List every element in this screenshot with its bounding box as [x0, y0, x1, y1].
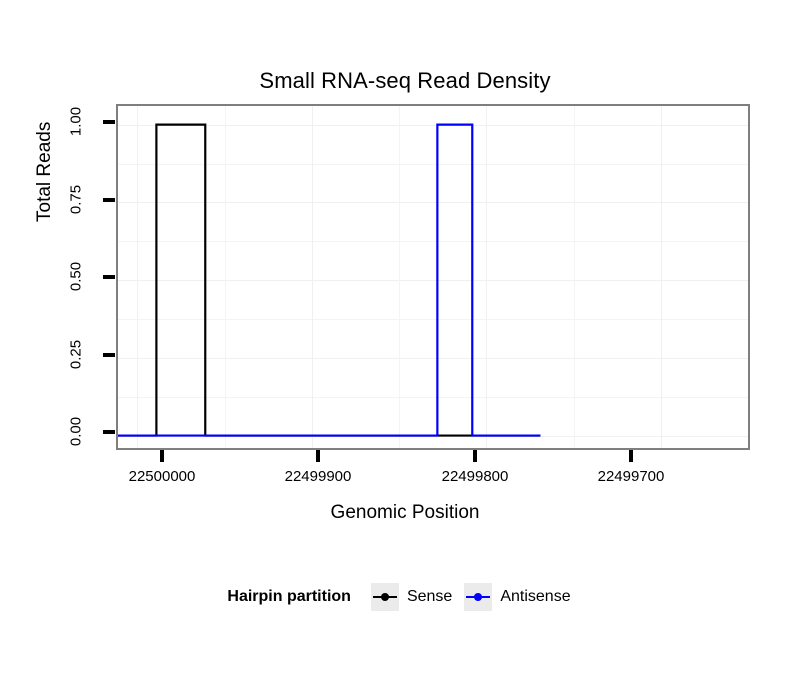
- gridline-vertical: [660, 106, 662, 448]
- gridline-horizontal-minor: [118, 241, 748, 243]
- plot-panel-inner: [118, 106, 748, 448]
- gridline-vertical: [137, 106, 139, 448]
- legend-title: Hairpin partition: [227, 588, 351, 605]
- chart-title: Small RNA-seq Read Density: [259, 68, 551, 93]
- x-tick-label: 22499900: [284, 468, 352, 485]
- x-tick-mark: [316, 450, 320, 462]
- gridline-horizontal: [118, 202, 748, 204]
- legend-label: Antisense: [500, 588, 571, 605]
- x-tick-mark: [629, 450, 633, 462]
- series-line-antisense: [118, 125, 540, 436]
- legend-key-dot: [474, 593, 483, 601]
- x-axis-title: Genomic Position: [330, 502, 480, 523]
- x-tick-label: 22500000: [128, 468, 196, 485]
- x-tick-label: 22499800: [441, 468, 509, 485]
- y-tick-mark: [103, 198, 115, 202]
- legend-entry-sense[interactable]: Sense: [370, 583, 453, 611]
- y-tick-mark: [103, 430, 115, 434]
- legend-entries: Sense Antisense: [370, 583, 583, 611]
- y-axis-title: Total Reads: [34, 121, 55, 222]
- y-tick-mark: [103, 353, 115, 357]
- gridline-vertical-minor: [399, 106, 400, 448]
- y-tick-label: 0.00: [67, 416, 85, 447]
- plot-panel: [116, 104, 750, 450]
- y-tick-label: 0.25: [67, 339, 85, 370]
- gridline-horizontal-minor: [118, 319, 748, 320]
- gridline-vertical: [486, 106, 488, 448]
- gridline-horizontal-minor: [118, 396, 748, 398]
- x-tick-mark: [473, 450, 477, 462]
- gridline-horizontal-minor: [118, 163, 748, 165]
- y-tick-label: 1.00: [67, 106, 85, 137]
- gridline-horizontal: [118, 124, 748, 126]
- series-line-sense: [118, 125, 540, 436]
- x-tick-label: 22499700: [597, 468, 665, 485]
- line-point-icon: [464, 583, 493, 611]
- y-tick-mark: [103, 275, 115, 279]
- y-tick-label: 0.75: [67, 184, 85, 215]
- gridline-horizontal: [118, 357, 748, 359]
- gridline-vertical: [311, 106, 313, 448]
- line-point-icon: [370, 583, 399, 611]
- legend-label: Sense: [406, 588, 453, 605]
- gridline-vertical-minor: [573, 106, 575, 448]
- legend: Hairpin partition Sense Antisense: [0, 583, 810, 611]
- gridline-horizontal: [118, 280, 748, 282]
- x-tick-mark: [160, 450, 164, 462]
- series-layer: [118, 106, 748, 448]
- legend-key-dot: [380, 593, 389, 601]
- y-tick-label: 0.50: [67, 261, 85, 292]
- legend-entry-antisense[interactable]: Antisense: [464, 583, 571, 611]
- y-tick-mark: [103, 120, 115, 124]
- gridline-vertical-minor: [224, 106, 226, 448]
